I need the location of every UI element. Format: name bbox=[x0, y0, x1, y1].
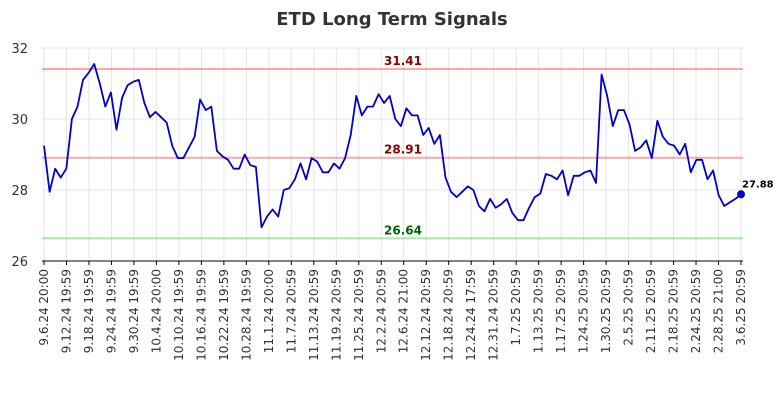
x-tick-label: 11.7.24 20:59 bbox=[284, 269, 298, 353]
last-value-label: 27.88 bbox=[742, 179, 774, 190]
x-tick-label: 2.18.25 20:59 bbox=[667, 269, 681, 353]
last-point-marker bbox=[737, 190, 745, 199]
series-group: 27.88 bbox=[43, 63, 774, 229]
x-tick-label: 12.24.24 17:59 bbox=[464, 269, 478, 361]
x-tick-label: 10.4.24 20:00 bbox=[149, 269, 163, 353]
chart-title: ETD Long Term Signals bbox=[276, 9, 507, 30]
x-tick-label: 9.6.24 20:00 bbox=[37, 269, 51, 346]
x-tick-label: 10.22.24 19:59 bbox=[217, 269, 231, 361]
x-tick-label: 1.7.25 20:59 bbox=[509, 269, 523, 346]
x-tick-label: 11.1.24 20:00 bbox=[262, 269, 276, 353]
x-tick-label: 12.12.24 20:59 bbox=[419, 269, 433, 361]
reference-line-label: 28.91 bbox=[384, 143, 422, 157]
y-tick-label: 26 bbox=[11, 255, 28, 270]
x-tick-label: 12.6.24 21:00 bbox=[397, 269, 411, 353]
x-tick-label: 9.18.24 19:59 bbox=[82, 269, 96, 353]
price-series-line bbox=[43, 63, 742, 229]
x-tick-label: 10.28.24 19:59 bbox=[239, 269, 253, 361]
reference-line-label: 26.64 bbox=[384, 223, 422, 237]
y-axis-ticks: 26 28 30 32 bbox=[11, 42, 28, 270]
x-tick-label: 2.24.25 20:59 bbox=[689, 269, 703, 353]
grid bbox=[42, 47, 743, 262]
y-tick-label: 32 bbox=[11, 42, 28, 57]
x-tick-label: 12.2.24 20:59 bbox=[374, 269, 388, 353]
x-tick-label: 2.28.25 21:00 bbox=[712, 269, 726, 353]
x-tick-label: 2.11.25 20:59 bbox=[644, 269, 658, 353]
x-tick-label: 2.5.25 20:59 bbox=[622, 269, 636, 346]
x-tick-label: 10.16.24 19:59 bbox=[194, 269, 208, 361]
x-tick-label: 11.25.24 20:59 bbox=[352, 269, 366, 361]
reference-line-label: 31.41 bbox=[384, 54, 422, 68]
x-tick-label: 3.6.25 20:59 bbox=[734, 269, 748, 346]
x-axis-ticks: 9.6.24 20:00 9.12.24 19:59 9.18.24 19:59 9.… bbox=[37, 261, 748, 361]
x-tick-label: 11.13.24 20:59 bbox=[307, 269, 321, 361]
x-tick-label: 12.18.24 20:59 bbox=[442, 269, 456, 361]
reference-lines: 31.41 28.91 26.64 bbox=[42, 54, 743, 240]
y-tick-label: 30 bbox=[11, 113, 28, 128]
x-tick-label: 9.24.24 19:59 bbox=[104, 269, 118, 353]
x-tick-label: 10.10.24 19:59 bbox=[172, 269, 186, 361]
x-tick-label: 9.30.24 19:59 bbox=[127, 269, 141, 353]
x-tick-label: 1.30.25 20:59 bbox=[599, 269, 613, 353]
y-tick-label: 28 bbox=[11, 184, 28, 199]
x-tick-label: 1.17.25 20:59 bbox=[554, 269, 568, 353]
x-tick-label: 1.24.25 20:59 bbox=[577, 269, 591, 353]
x-tick-label: 11.19.24 20:59 bbox=[329, 269, 343, 361]
x-tick-label: 9.12.24 19:59 bbox=[59, 269, 73, 353]
x-tick-label: 1.13.25 20:59 bbox=[532, 269, 546, 353]
x-tick-label: 12.31.24 20:59 bbox=[487, 269, 501, 361]
